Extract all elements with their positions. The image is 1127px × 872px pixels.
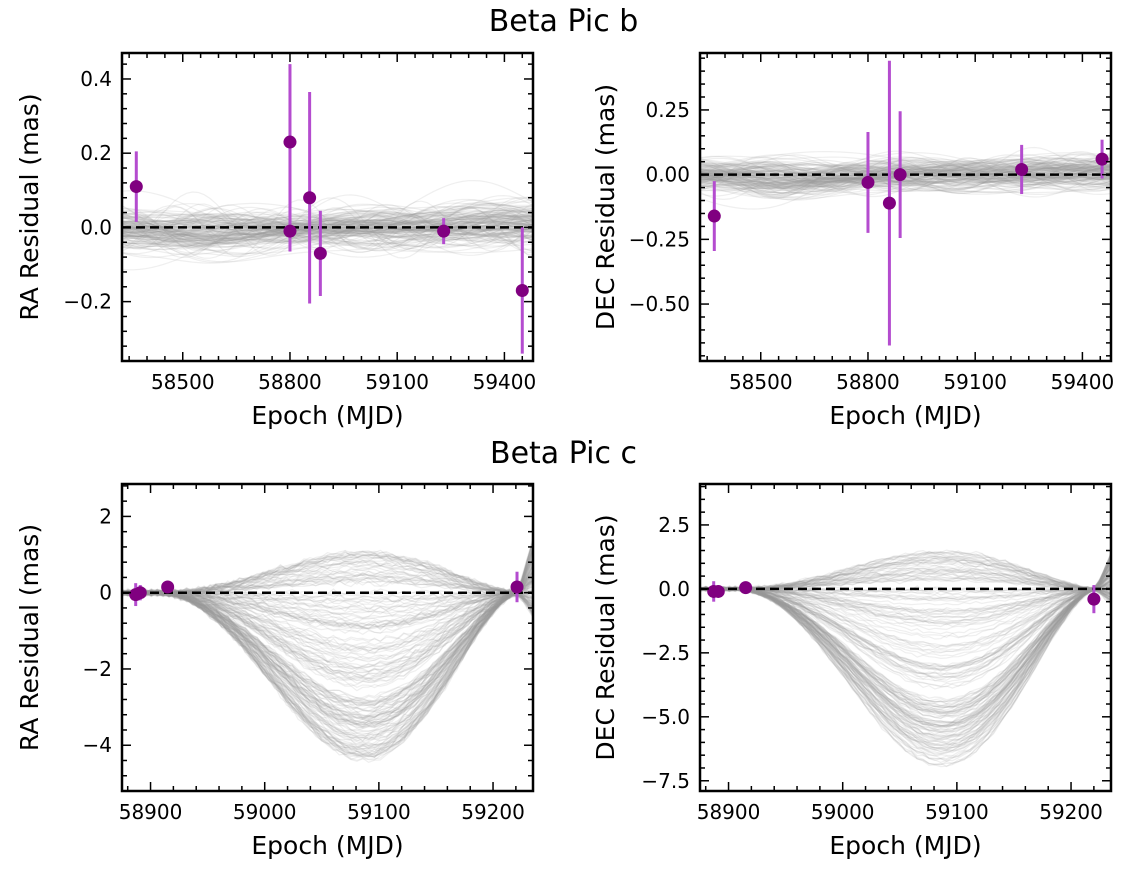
- data-point: [1095, 152, 1109, 166]
- data-point: [882, 196, 896, 210]
- y-axis-label: RA Residual (mas): [15, 524, 44, 751]
- panel-b-dec: 58500 58800 59100 59400 −0.50 −0.25 0.00 0.25 Ep…: [591, 51, 1115, 430]
- panel-c-ra: 58900 59000 59100 59200 −4 −2 0 2 Epoch (MJD) RA …: [15, 482, 535, 860]
- y-tick-label: −0.50: [629, 292, 690, 316]
- model-curves: [122, 536, 533, 763]
- title-beta-pic-c: Beta Pic c: [489, 436, 637, 471]
- y-tick-label: 0.2: [80, 141, 112, 165]
- x-tick-label: 59100: [347, 800, 411, 824]
- data-point: [303, 191, 317, 205]
- y-tick-label: 0.0: [658, 577, 690, 601]
- data-point: [283, 224, 297, 238]
- x-tick-label: 59000: [811, 800, 875, 824]
- y-tick-label: −2: [83, 657, 112, 681]
- data-point: [437, 224, 451, 238]
- x-tick-label: 58500: [151, 370, 215, 394]
- data-point: [161, 580, 175, 594]
- y-axis-label: DEC Residual (mas): [591, 84, 620, 330]
- data-point: [313, 246, 327, 260]
- data-point: [510, 580, 524, 594]
- x-tick-label: 58800: [836, 370, 900, 394]
- data-point: [283, 135, 297, 149]
- y-axis-label: RA Residual (mas): [15, 93, 44, 320]
- data-point: [711, 584, 725, 598]
- y-tick-label: −2.5: [641, 641, 690, 665]
- axes-frame: [120, 482, 535, 793]
- x-tick-label: 58900: [119, 800, 183, 824]
- y-tick-label: −7.5: [641, 769, 690, 793]
- data-point: [861, 175, 875, 189]
- data-point: [707, 209, 721, 223]
- x-tick-label: 59400: [1051, 370, 1115, 394]
- x-tick-label: 59400: [473, 370, 537, 394]
- y-tick-label: 0.25: [645, 98, 690, 122]
- x-axis-label: Epoch (MJD): [829, 831, 981, 860]
- x-tick-label: 58900: [697, 800, 761, 824]
- x-tick-label: 59100: [925, 800, 989, 824]
- y-tick-label: 0: [99, 581, 112, 605]
- y-tick-label: −4: [83, 733, 112, 757]
- title-beta-pic-b: Beta Pic b: [488, 4, 639, 39]
- x-tick-label: 59000: [233, 800, 297, 824]
- y-tick-label: 0.4: [80, 67, 112, 91]
- x-axis-label: Epoch (MJD): [251, 831, 403, 860]
- data-point: [133, 586, 147, 600]
- y-axis-label: DEC Residual (mas): [591, 514, 620, 760]
- model-curves: [122, 179, 533, 271]
- x-tick-label: 58500: [729, 370, 793, 394]
- data-point: [1015, 162, 1029, 176]
- y-tick-label: −5.0: [641, 705, 690, 729]
- x-tick-label: 59100: [365, 370, 429, 394]
- y-tick-label: 0.00: [645, 163, 690, 187]
- x-tick-label: 58800: [258, 370, 322, 394]
- y-tick-label: 2: [99, 504, 112, 528]
- y-tick-label: −0.2: [63, 290, 112, 314]
- data-point: [515, 283, 529, 297]
- data-point: [129, 180, 143, 194]
- axes-frame: [120, 51, 535, 363]
- data-point: [739, 581, 753, 595]
- axes-frame: [698, 482, 1113, 793]
- x-tick-label: 59200: [1039, 800, 1103, 824]
- x-axis-label: Epoch (MJD): [251, 401, 403, 430]
- y-tick-label: −0.25: [629, 227, 690, 251]
- x-axis-label: Epoch (MJD): [829, 401, 981, 430]
- axes-frame: [698, 51, 1113, 363]
- model-curves: [700, 549, 1111, 768]
- model-curves: [700, 146, 1111, 210]
- x-tick-label: 59200: [461, 800, 525, 824]
- panel-c-dec: 58900 59000 59100 59200 −7.5 −5.0 −2.5 0.0 2.5 Ep…: [591, 482, 1113, 860]
- data-point: [893, 168, 907, 182]
- x-tick-label: 59100: [943, 370, 1007, 394]
- panel-b-ra: 58500 58800 59100 59400 −0.2 0.0 0.2 0.4 Epoch (…: [15, 51, 537, 430]
- data-point: [1087, 592, 1101, 606]
- y-tick-label: 2.5: [658, 513, 690, 537]
- y-tick-label: 0.0: [80, 215, 112, 239]
